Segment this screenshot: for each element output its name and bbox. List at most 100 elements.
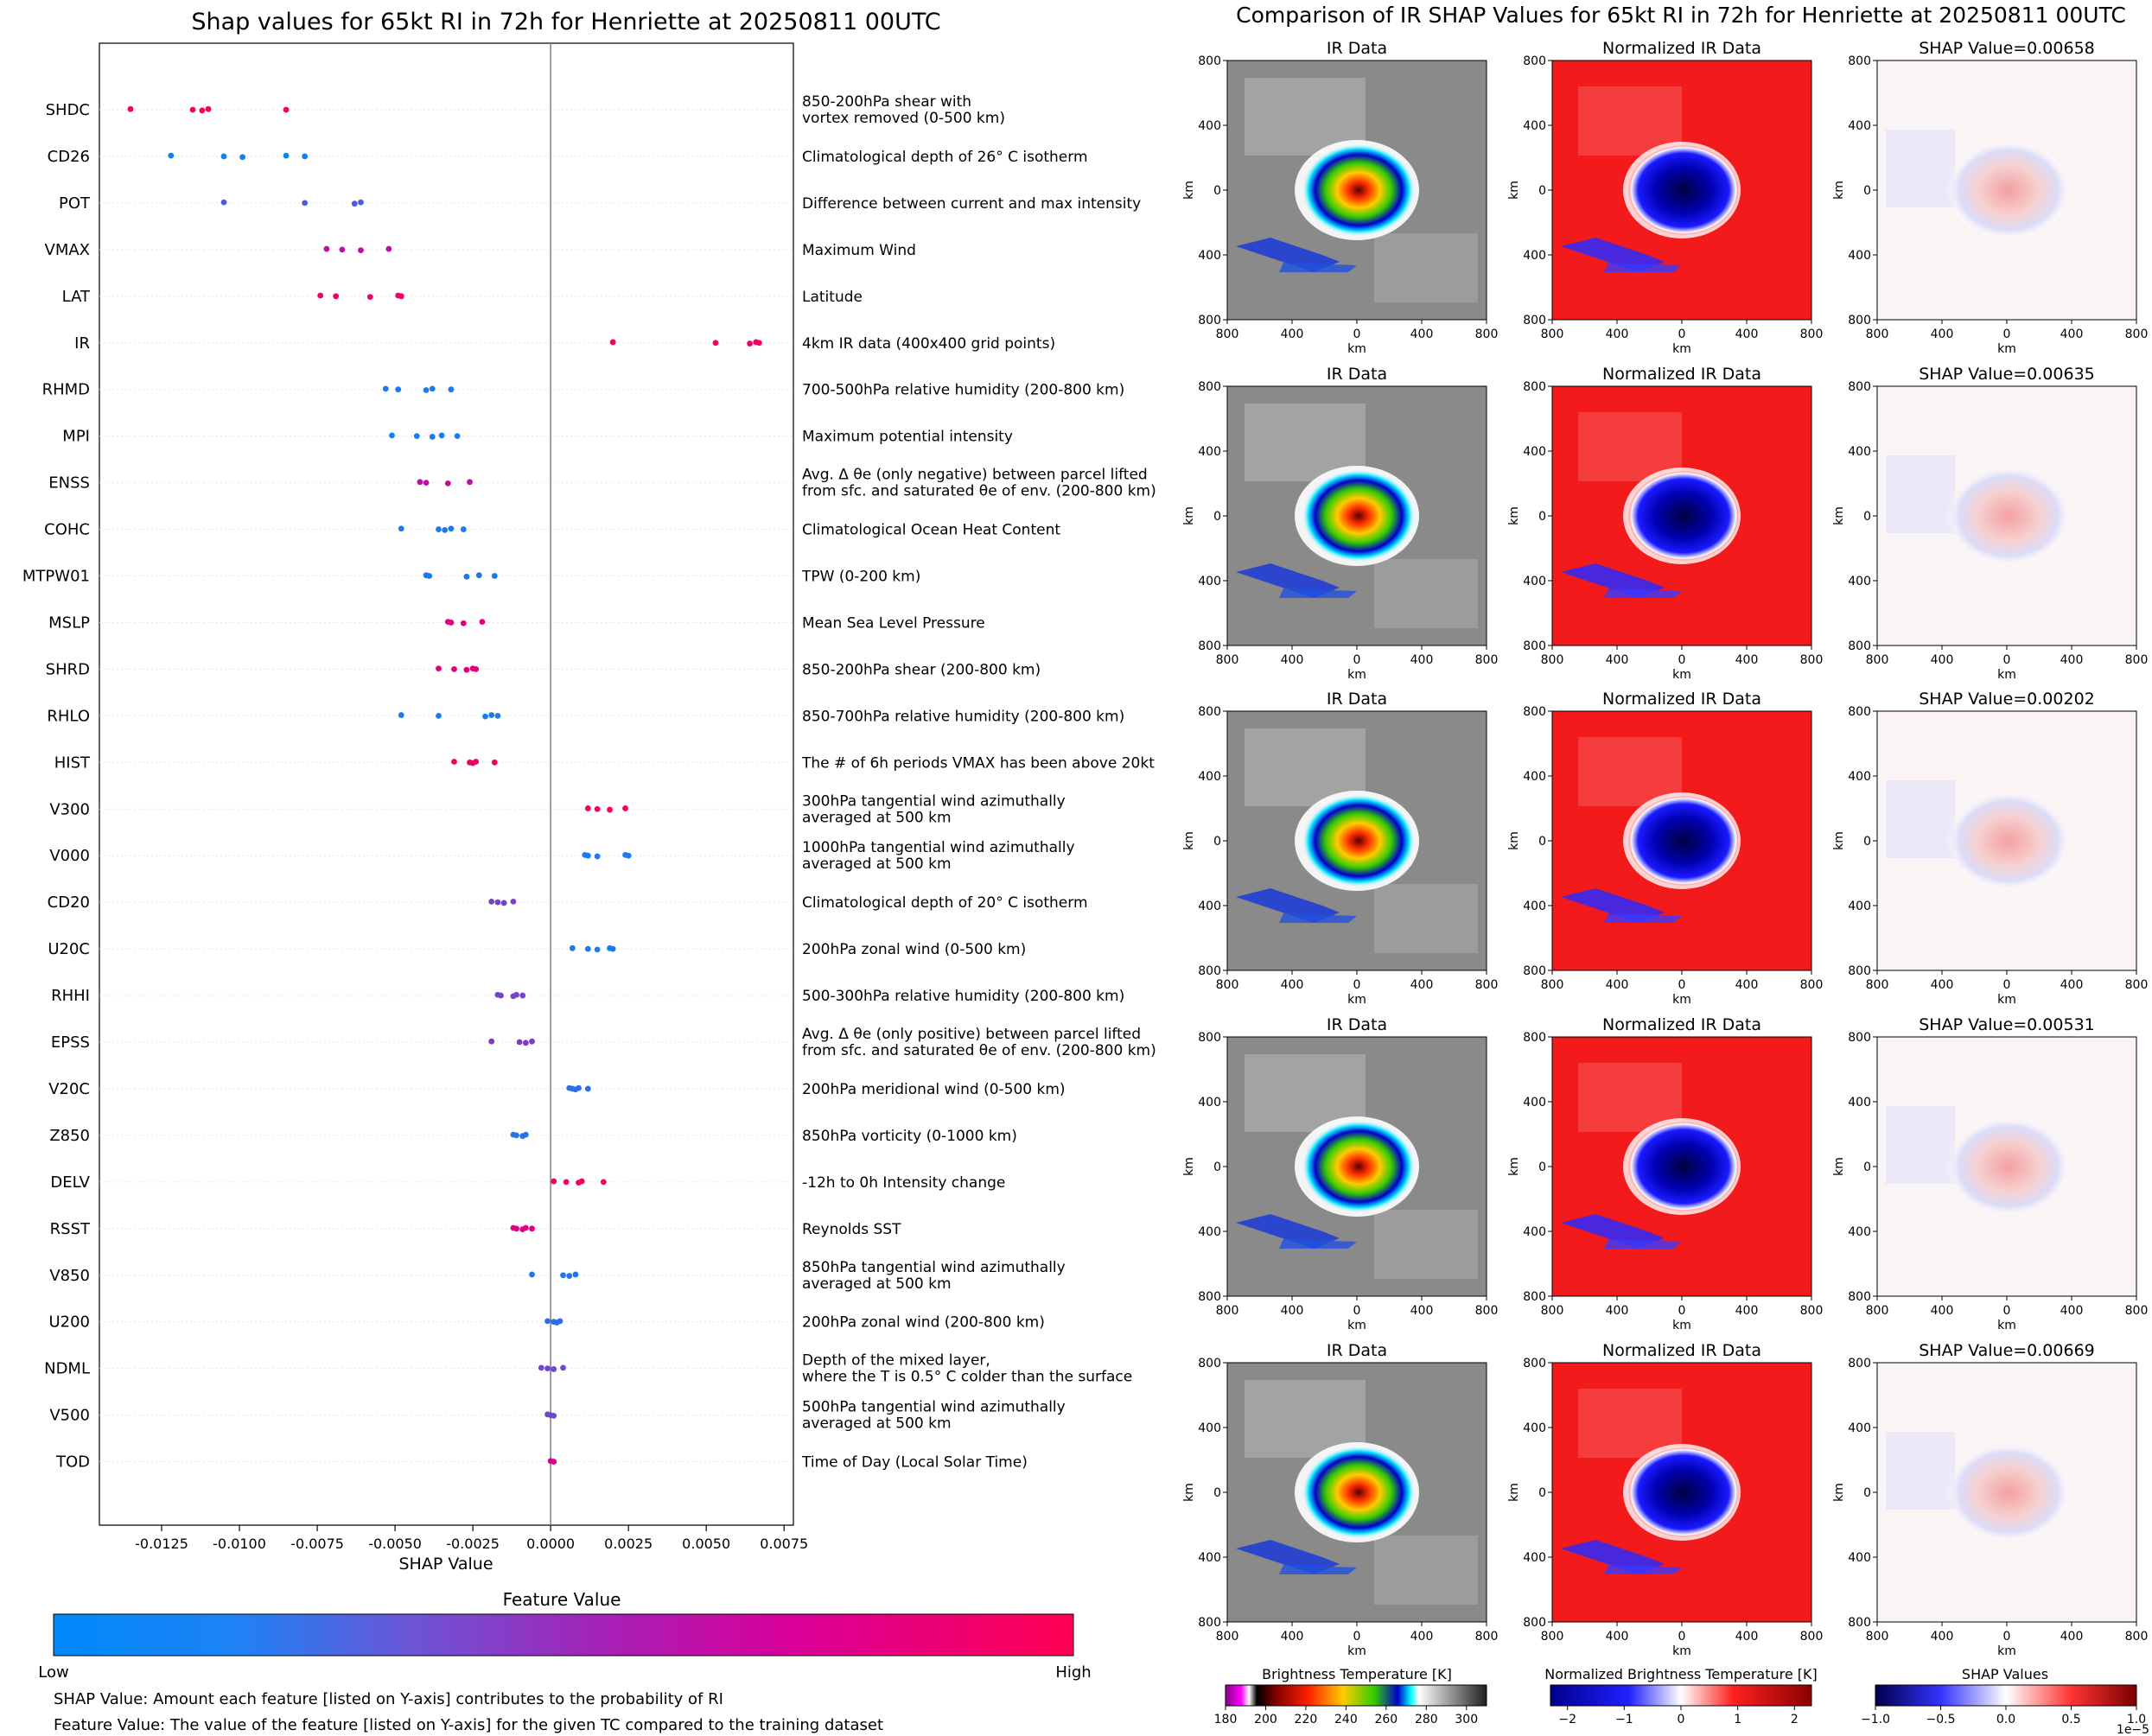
panel-title: IR Data bbox=[1327, 1341, 1387, 1360]
feature-desc-z850: 850hPa vorticity (0-1000 km) bbox=[802, 1128, 1017, 1145]
panel-title: SHAP Value=0.00635 bbox=[1919, 365, 2095, 384]
x-tick-label: 0.0075 bbox=[760, 1536, 808, 1552]
panel-y-tick-label: 0 bbox=[1863, 1486, 1871, 1500]
feature-label-v300: V300 bbox=[49, 800, 90, 818]
panel-y-tick-label: 800 bbox=[1523, 380, 1546, 394]
colorbar-low-label: Low bbox=[38, 1663, 68, 1682]
feature-desc-ir: 4km IR data (400x400 grid points) bbox=[802, 335, 1055, 353]
panel-y-label: km bbox=[1832, 831, 1846, 850]
nir-cloud-band bbox=[1561, 1214, 1665, 1249]
shap-point bbox=[544, 1318, 551, 1325]
panel-r4-c2: Normalized IR Data8008004004000040040080… bbox=[1507, 1015, 1823, 1332]
shap-point bbox=[494, 899, 501, 906]
colorbar-tick-label: 240 bbox=[1334, 1713, 1358, 1726]
panel-x-tick-label: 800 bbox=[1541, 327, 1564, 341]
panel-x-tick-label: 400 bbox=[1931, 1304, 1954, 1318]
shap-point bbox=[712, 340, 719, 347]
panel-x-tick-label: 400 bbox=[1410, 327, 1434, 341]
panel-y-label: km bbox=[1507, 1157, 1521, 1176]
panel-y-tick-label: 800 bbox=[1198, 314, 1221, 327]
panel-y-tick-label: 400 bbox=[1198, 900, 1221, 913]
panel-x-label: km bbox=[1997, 993, 2016, 1007]
panel-r5-c3: SHAP Value=0.006698008004004000040040080… bbox=[1832, 1341, 2148, 1658]
shap-point bbox=[609, 339, 616, 346]
shap-point bbox=[513, 1225, 519, 1232]
ir-cloud bbox=[1374, 233, 1478, 302]
panel-y-tick-label: 0 bbox=[1863, 184, 1871, 198]
panel-x-label: km bbox=[1347, 1644, 1366, 1658]
colorbar-tick-label: −1.0 bbox=[1861, 1713, 1890, 1726]
ir-cloud-band bbox=[1279, 263, 1357, 272]
panel-x-tick-label: 800 bbox=[1216, 978, 1239, 992]
panel-x-tick-label: 800 bbox=[1866, 653, 1889, 667]
shap-point bbox=[584, 805, 591, 811]
panel-x-tick-label: 800 bbox=[1475, 1630, 1499, 1644]
panel-r2-c3: SHAP Value=0.006358008004004000040040080… bbox=[1832, 365, 2148, 682]
feature-label-tod: TOD bbox=[55, 1453, 90, 1472]
shap-point bbox=[516, 1039, 523, 1046]
x-tick-label: -0.0050 bbox=[368, 1536, 422, 1552]
shap-point bbox=[578, 1178, 585, 1185]
shap-point bbox=[538, 1364, 544, 1371]
shap-point bbox=[755, 340, 762, 347]
panel-x-tick-label: 800 bbox=[2125, 1630, 2149, 1644]
shap-colorbar-bar bbox=[1875, 1684, 2137, 1707]
panel-y-tick-label: 400 bbox=[1523, 119, 1546, 133]
panel-x-tick-label: 0 bbox=[1678, 1304, 1686, 1318]
feature-desc-v300: averaged at 500 km bbox=[802, 809, 952, 826]
panel-y-tick-label: 400 bbox=[1523, 249, 1546, 263]
footnote-feature: Feature Value: The value of the feature … bbox=[54, 1716, 883, 1734]
ir-storm bbox=[1302, 1120, 1416, 1213]
feature-desc-v000: averaged at 500 km bbox=[802, 855, 952, 873]
brightness-colorbar-bar bbox=[1225, 1684, 1487, 1707]
panel-x-label: km bbox=[1347, 1319, 1366, 1332]
shap-point bbox=[423, 480, 430, 486]
panel-y-label: km bbox=[1832, 1483, 1846, 1502]
x-tick-label: -0.0125 bbox=[135, 1536, 188, 1552]
colorbar-tick-label: −0.5 bbox=[1926, 1713, 1956, 1726]
panel-x-tick-label: 0 bbox=[2003, 1630, 2011, 1644]
panel-x-label: km bbox=[1347, 668, 1366, 682]
feature-label-v000: V000 bbox=[49, 847, 90, 865]
feature-label-vmax: VMAX bbox=[45, 241, 91, 259]
colorbar-tick-label: 0 bbox=[1678, 1713, 1685, 1726]
shap-point bbox=[351, 200, 358, 207]
normalized-colorbar: Normalized Brightness Temperature [K] −2… bbox=[1544, 1666, 1818, 1726]
panel-x-tick-label: 400 bbox=[1606, 978, 1629, 992]
panel-x-tick-label: 800 bbox=[1541, 1630, 1564, 1644]
panel-y-tick-label: 0 bbox=[1863, 1161, 1871, 1174]
shap-point bbox=[479, 619, 486, 626]
panel-x-tick-label: 400 bbox=[1281, 653, 1304, 667]
normalized-colorbar-title: Normalized Brightness Temperature [K] bbox=[1544, 1666, 1818, 1682]
panel-y-tick-label: 400 bbox=[1523, 900, 1546, 913]
panel-y-tick-label: 800 bbox=[1848, 1290, 1871, 1304]
shap-map-negative bbox=[1886, 780, 1955, 858]
feature-label-hist: HIST bbox=[54, 754, 91, 772]
shap-point bbox=[576, 1084, 582, 1091]
shap-point bbox=[395, 386, 402, 393]
shap-point bbox=[609, 945, 616, 952]
panel-x-tick-label: 800 bbox=[2125, 327, 2149, 341]
shap-point bbox=[498, 992, 504, 999]
feature-desc-rhlo: 850-700hPa relative humidity (200-800 km… bbox=[802, 708, 1124, 725]
shap-point bbox=[513, 991, 519, 998]
panel-y-tick-label: 400 bbox=[1198, 1096, 1221, 1110]
shap-point bbox=[544, 1365, 551, 1372]
feature-desc-rhmd: 700-500hPa relative humidity (200-800 km… bbox=[802, 382, 1124, 399]
panel-y-tick-label: 400 bbox=[1848, 575, 1871, 588]
panel-title: SHAP Value=0.00531 bbox=[1919, 1015, 2095, 1034]
feature-desc-u200: 200hPa zonal wind (200-800 km) bbox=[802, 1314, 1045, 1332]
panel-x-tick-label: 400 bbox=[2060, 978, 2084, 992]
ir-storm bbox=[1302, 143, 1416, 237]
shap-point bbox=[491, 573, 498, 579]
feature-desc-shrd: 850-200hPa shear (200-800 km) bbox=[802, 661, 1041, 678]
panel-y-tick-label: 400 bbox=[1523, 1551, 1546, 1565]
feature-desc-delv: -12h to 0h Intensity change bbox=[802, 1174, 1005, 1192]
ir-cloud-band bbox=[1236, 1214, 1340, 1249]
shap-map-negative bbox=[1886, 1432, 1955, 1510]
shap-point bbox=[488, 1038, 495, 1045]
x-tick-label: -0.0100 bbox=[213, 1536, 266, 1552]
nir-cloud-band bbox=[1604, 1239, 1682, 1249]
panel-y-tick-label: 0 bbox=[1863, 835, 1871, 849]
